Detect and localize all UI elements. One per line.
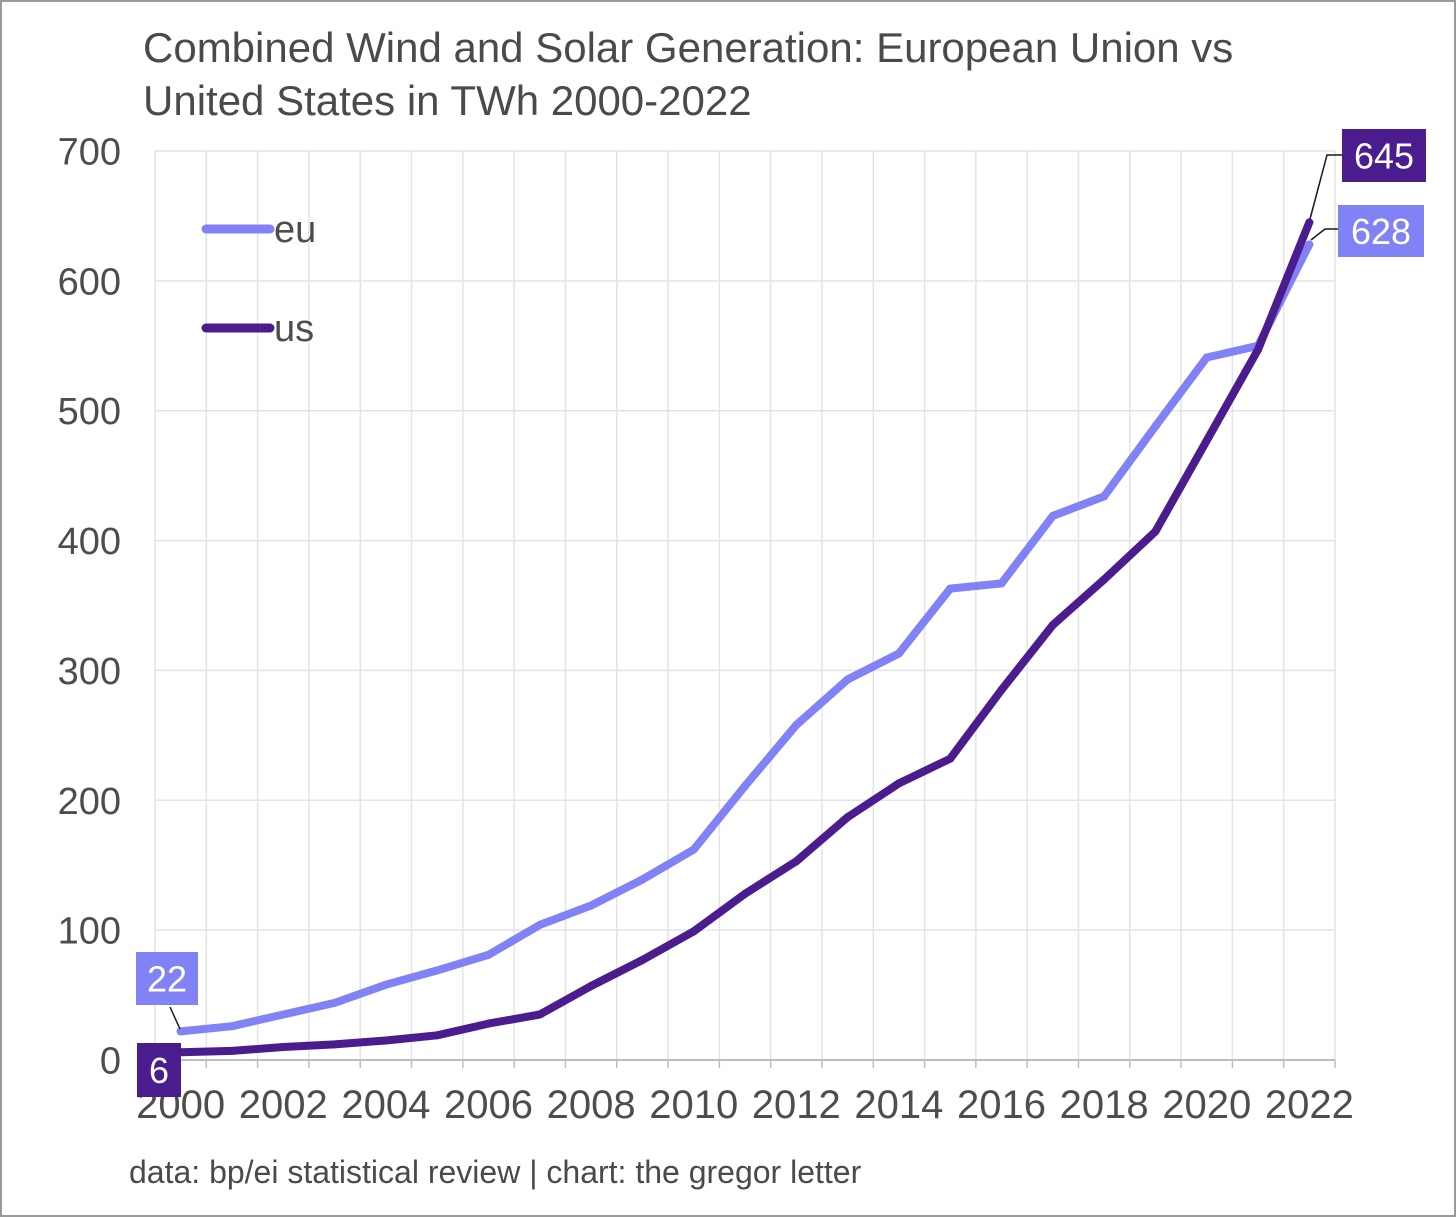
x-tick-label: 2004	[341, 1083, 430, 1127]
data-point-us-2010	[689, 927, 698, 936]
data-point-eu-2003	[330, 998, 339, 1007]
data-point-eu-2015	[946, 584, 955, 593]
data-point-eu-2014	[894, 649, 903, 658]
data-point-us-2022	[1305, 218, 1314, 227]
y-tick-label: 300	[58, 651, 121, 693]
x-axis-tick-labels: 2000 2002 2004 2006 2008 2010 2012 2014 2016 2018…	[136, 1083, 1354, 1127]
data-label-leader-eu-2000	[169, 1006, 181, 1030]
data-point-eu-2008	[587, 901, 596, 910]
y-tick-label: 700	[58, 132, 121, 174]
data-point-us-2001	[227, 1046, 236, 1055]
data-label-eu-2022: 628	[1351, 211, 1411, 252]
data-label-box-eu-2022	[1338, 205, 1424, 257]
data-point-us-2015	[946, 754, 955, 763]
x-tick-label: 2018	[1060, 1083, 1149, 1127]
y-tick-label: 200	[58, 781, 121, 823]
data-point-us-2016	[997, 685, 1006, 694]
data-point-us-2004	[381, 1036, 390, 1045]
data-point-us-2009	[638, 956, 647, 965]
x-tick-label: 2012	[752, 1083, 841, 1127]
y-tick-label: 100	[58, 911, 121, 953]
data-label-leader-us-2022	[1309, 154, 1342, 220]
data-label-box-us-2000	[137, 1043, 181, 1097]
data-point-us-2003	[330, 1040, 339, 1049]
y-tick-label: 500	[58, 391, 121, 433]
data-point-eu-2006	[484, 950, 493, 959]
data-point-us-2018	[1100, 575, 1109, 584]
data-point-eu-2010	[689, 845, 698, 854]
legend: eu us	[201, 209, 316, 350]
data-point-us-2013	[843, 813, 852, 822]
data-point-eu-2017	[1048, 511, 1057, 520]
data-point-us-2019	[1151, 527, 1160, 536]
y-tick-label: 400	[58, 521, 121, 563]
data-label-eu-2000: 22	[147, 959, 187, 1000]
data-point-us-2008	[587, 981, 596, 990]
data-point-eu-2005	[433, 966, 442, 975]
series-lines	[176, 218, 1314, 1057]
x-tick-label: 2008	[547, 1083, 636, 1127]
data-label-us-2000: 6	[149, 1050, 169, 1091]
data-point-eu-2000	[176, 1027, 185, 1036]
legend-label-eu: eu	[274, 209, 316, 251]
x-tick-label: 2020	[1162, 1083, 1251, 1127]
data-point-us-2011	[741, 889, 749, 898]
data-point-eu-2002	[279, 1010, 288, 1019]
data-point-eu-2022	[1305, 240, 1314, 249]
x-tick-label: 2016	[957, 1083, 1046, 1127]
chart-title: Combined Wind and Solar Generation: Euro…	[143, 24, 1234, 124]
data-point-us-2006	[484, 1019, 493, 1028]
data-label-box-eu-2000	[136, 952, 198, 1005]
data-point-eu-2011	[741, 782, 749, 791]
data-label-box-us-2022	[1342, 129, 1426, 182]
gridlines	[154, 150, 1336, 1068]
x-tick-label: 2010	[649, 1083, 738, 1127]
y-tick-label: 0	[100, 1041, 121, 1083]
data-label-leader-eu-2022	[1310, 228, 1338, 241]
legend-label-us: us	[274, 308, 314, 350]
data-point-eu-2009	[638, 875, 647, 884]
data-point-us-2005	[433, 1031, 442, 1040]
source-note: data: bp/ei statistical review | chart: …	[129, 1154, 862, 1190]
data-point-eu-2004	[381, 980, 390, 989]
data-point-eu-2019	[1151, 422, 1160, 431]
data-point-us-2007	[535, 1010, 544, 1019]
data-point-eu-2012	[792, 720, 801, 729]
data-point-us-2021	[1254, 345, 1263, 354]
data-point-eu-2007	[535, 920, 544, 929]
data-label-us-2022: 645	[1354, 136, 1414, 177]
x-tick-label: 2014	[854, 1083, 943, 1127]
x-tick-label: 2002	[239, 1083, 328, 1127]
data-point-us-2012	[792, 857, 801, 866]
y-axis-tick-labels: 0 100 200 300 400 500 600 700	[58, 132, 121, 1083]
data-point-us-2002	[279, 1043, 288, 1052]
x-tick-label: 2006	[444, 1083, 533, 1127]
data-point-eu-2018	[1100, 492, 1109, 501]
data-point-us-2017	[1048, 620, 1057, 629]
data-point-eu-2001	[227, 1022, 236, 1031]
data-point-eu-2020	[1202, 353, 1211, 362]
data-point-eu-2013	[843, 675, 852, 684]
data-point-eu-2016	[997, 579, 1006, 588]
data-point-us-2020	[1202, 436, 1211, 445]
data-labels: 22 6 645 628	[136, 129, 1426, 1097]
data-point-us-2014	[894, 779, 903, 788]
x-tick-label: 2022	[1265, 1083, 1354, 1127]
y-tick-label: 600	[58, 261, 121, 303]
